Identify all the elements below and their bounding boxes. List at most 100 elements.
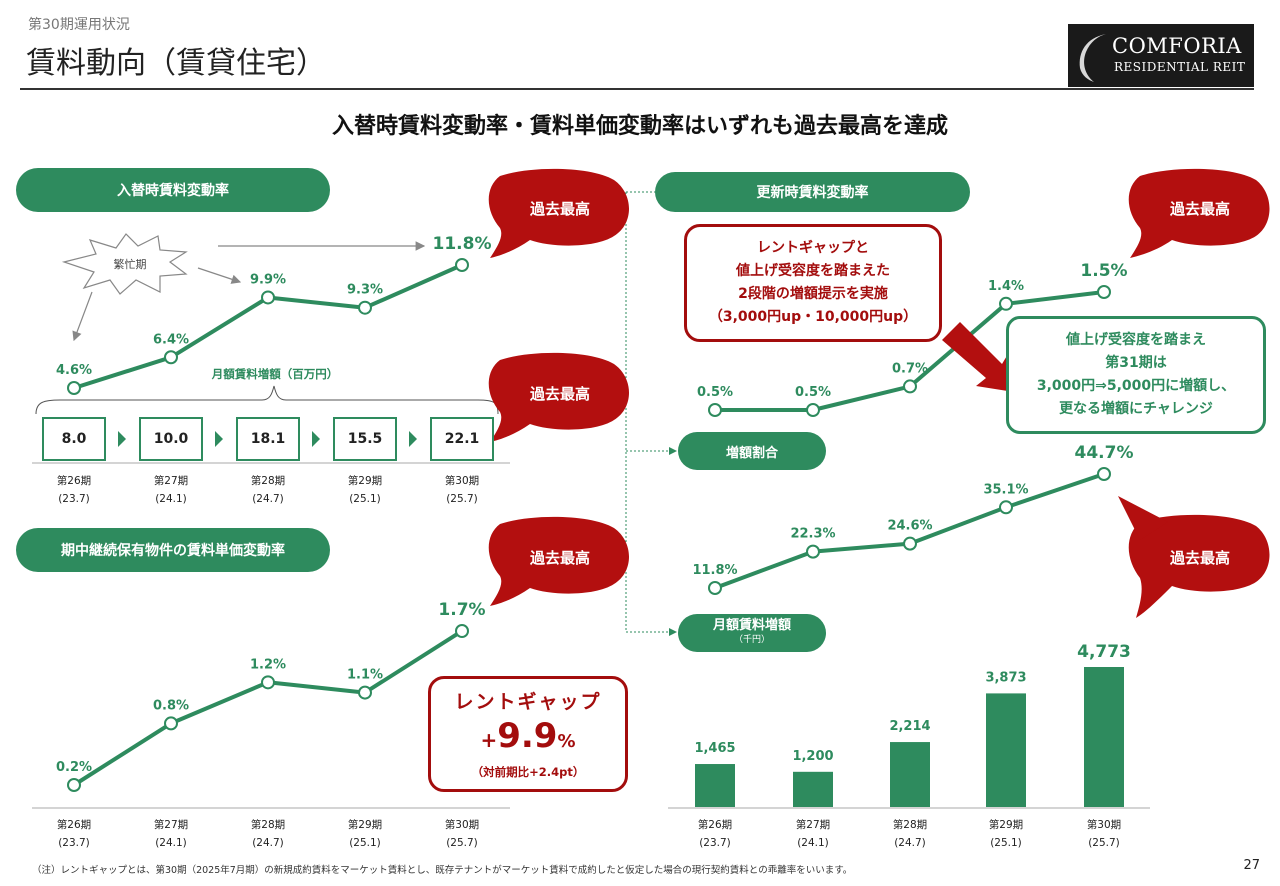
callout-red-line: （3,000円up・10,000円up）: [708, 309, 918, 325]
period-label: 第26期 (23.7): [56, 475, 92, 505]
increase-box: 18.1: [236, 417, 300, 461]
unit-price-point: [67, 778, 81, 792]
renewal-title: 更新時賃料変動率: [655, 172, 970, 212]
increase-box: 22.1: [430, 417, 494, 461]
callout-green-line: 更なる増額にチャレンジ: [1059, 401, 1213, 417]
monthly-data-label: 1,465: [694, 741, 735, 756]
ratio-data-label: 44.7%: [1075, 443, 1134, 463]
header-rule: [20, 88, 1254, 90]
renewal-callout-red: レントギャップと 値上げ受容度を踏まえた 2段階の増額提示を実施 （3,000円…: [684, 224, 942, 342]
replacement-data-label: 4.6%: [56, 363, 92, 378]
monthly-data-label: 4,773: [1077, 642, 1131, 662]
section-label: 第30期運用状況: [28, 17, 130, 33]
period-label: 第26期 (23.7): [697, 819, 733, 849]
ratio-point: [708, 581, 722, 595]
record-bubble-5: 過去最高: [1128, 514, 1270, 618]
callout-green-line: 第31期は: [1105, 355, 1167, 371]
callout-red-line: 2段階の増額提示を実施: [738, 286, 888, 302]
logo-main: COMFORIA: [1112, 34, 1242, 58]
replacement-point: [358, 300, 372, 315]
period-label: 第28期 (24.7): [892, 819, 928, 849]
headline: 入替時賃料変動率・賃料単価変動率はいずれも過去最高を達成: [331, 114, 948, 139]
increase-box: 8.0: [42, 417, 106, 461]
renewal-data-label: 0.7%: [892, 361, 928, 376]
rent-gap-figure: +9.9%: [431, 716, 625, 762]
monthly-bar: [986, 693, 1026, 807]
unit-price-data-label: 1.7%: [438, 600, 485, 620]
rent-gap-callout: レントギャップ +9.9% （対前期比+2.4pt）: [428, 676, 628, 792]
record-label-5: 過去最高: [1169, 549, 1230, 567]
monthly-bar: [793, 771, 833, 807]
replacement-title: 入替時賃料変動率: [16, 168, 330, 212]
increase-caption: 月額賃料増額（百万円）: [211, 367, 339, 381]
monthly-data-label: 3,873: [985, 670, 1026, 685]
increase-box: 10.0: [139, 417, 203, 461]
replacement-data-label: 6.4%: [153, 332, 189, 347]
unit-price-data-label: 0.8%: [153, 698, 189, 713]
unit-price-point: [164, 716, 178, 731]
increase-box: 15.5: [333, 417, 397, 461]
callout-green-line: 値上げ受容度を踏まえ: [1066, 332, 1206, 348]
logo-swoosh-icon: [1079, 34, 1106, 82]
monthly-title: 月額賃料増額 （千円）: [678, 614, 826, 652]
record-bubble-1: 過去最高: [488, 168, 629, 258]
replacement-point: [164, 350, 178, 365]
renewal-data-label: 0.5%: [795, 385, 831, 400]
ratio-data-label: 24.6%: [887, 519, 932, 534]
period-label: 第30期 (25.7): [444, 475, 480, 505]
record-bubble-4: 過去最高: [1128, 168, 1270, 258]
rent-gap-title: レントギャップ: [454, 691, 602, 713]
monthly-data-label: 2,214: [889, 719, 930, 734]
replacement-data-label: 9.3%: [347, 283, 383, 298]
rent-gap-note: （対前期比+2.4pt）: [471, 765, 585, 779]
unit-price-data-label: 1.1%: [347, 668, 383, 683]
record-label-1: 過去最高: [529, 200, 590, 218]
bubble-5-tail: [1118, 496, 1168, 540]
connector-lines: [625, 191, 677, 636]
ratio-point: [999, 500, 1013, 515]
page-title: 賃料動向（賃貸住宅）: [26, 46, 326, 81]
unit-price-point: [358, 685, 372, 700]
period-label: 第29期 (25.1): [347, 819, 383, 849]
renewal-callout-green: 値上げ受容度を踏まえ 第31期は 3,000円⇒5,000円に増額し、 更なる増…: [1006, 316, 1266, 434]
ratio-point: [1097, 467, 1111, 481]
ratio-data-label: 35.1%: [983, 482, 1028, 497]
unit-price-point: [261, 675, 275, 690]
record-label-3: 過去最高: [529, 549, 590, 567]
period-label: 第28期 (24.7): [250, 475, 286, 505]
callout-red-line: レントギャップと: [757, 240, 869, 256]
increase-brace: [35, 385, 499, 415]
period-label: 第27期 (24.1): [153, 475, 189, 505]
callout-red-line: 値上げ受容度を踏まえた: [736, 263, 890, 279]
logo-sub: RESIDENTIAL REIT: [1114, 60, 1246, 74]
ratio-point: [903, 536, 917, 551]
period-label: 第26期 (23.7): [56, 819, 92, 849]
replacement-point: [455, 258, 469, 272]
callout-green-line: 3,000円⇒5,000円に増額し、: [1036, 378, 1236, 394]
ratio-data-label: 11.8%: [692, 563, 737, 578]
renewal-point: [903, 379, 917, 394]
renewal-data-label: 1.4%: [988, 279, 1024, 294]
period-label: 第30期 (25.7): [1086, 819, 1122, 849]
record-bubble-3: 過去最高: [488, 516, 629, 606]
record-bubble-2: 過去最高: [488, 352, 629, 442]
renewal-point: [1097, 285, 1111, 299]
rent-gap-unit: %: [557, 731, 576, 752]
rent-gap-value: 9.9: [497, 716, 558, 756]
record-label-2: 過去最高: [529, 385, 590, 403]
monthly-unit: （千円）: [733, 635, 770, 645]
monthly-bar: [890, 742, 930, 807]
ratio-title: 増額割合: [678, 432, 826, 470]
footnote: （注）レントギャップとは、第30期（2025年7月期）の新規成約賃料をマーケット…: [32, 865, 853, 876]
rent-gap-sign: +: [480, 728, 498, 752]
period-label: 第28期 (24.7): [250, 819, 286, 849]
period-label: 第27期 (24.1): [795, 819, 831, 849]
busy-season-label: 繁忙期: [113, 258, 147, 271]
renewal-point: [999, 296, 1013, 311]
replacement-point: [261, 290, 275, 305]
renewal-data-label: 1.5%: [1080, 261, 1127, 281]
chart-marks: 4.6% 6.4% 9.9% 9.3% 11.8% 0.2% 0.8% 1.2% 1.1% 1.7…: [56, 234, 1134, 807]
monthly-bar: [695, 764, 735, 807]
busy-season-burst: [61, 233, 188, 295]
logo: COMFORIA RESIDENTIAL REIT: [1068, 24, 1254, 87]
